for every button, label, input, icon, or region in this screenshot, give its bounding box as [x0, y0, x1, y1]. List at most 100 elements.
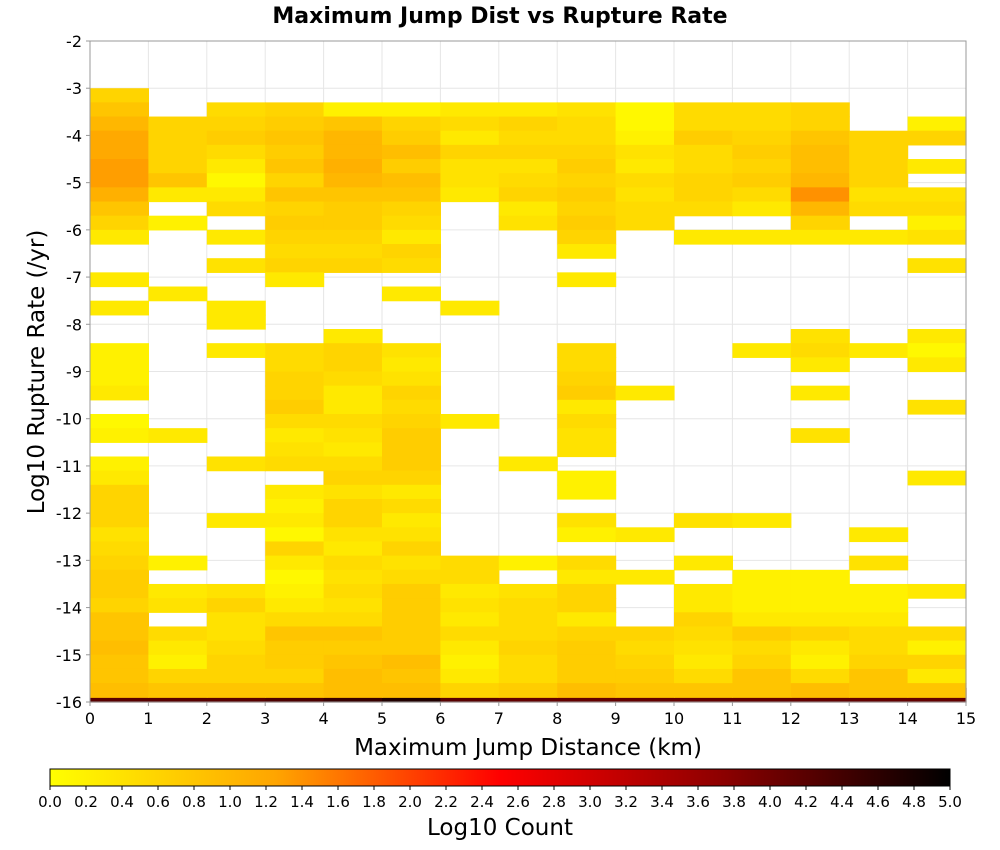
heatmap-cell: [90, 527, 149, 543]
heatmap-cell: [323, 173, 383, 188]
x-tick-label: 10: [664, 709, 684, 728]
x-tick-label: 15: [956, 709, 976, 728]
heatmap-cell: [557, 513, 617, 528]
heatmap-cell: [265, 612, 325, 628]
heatmap-cell: [440, 683, 500, 698]
heatmap-cell: [148, 626, 208, 642]
heatmap-cell: [615, 130, 675, 146]
heatmap-cell: [732, 513, 792, 528]
heatmap-cell: [849, 173, 909, 188]
heatmap-cell: [265, 626, 325, 642]
heatmap-cell: [323, 428, 383, 443]
heatmap-cell: [615, 683, 675, 698]
heatmap-cell: [732, 102, 792, 118]
heatmap-cell: [732, 668, 792, 684]
heatmap-cell: [90, 343, 149, 358]
heatmap-cell: [323, 668, 383, 684]
heatmap-cell: [615, 144, 675, 160]
heatmap-cell: [674, 229, 733, 245]
heatmap-cell: [907, 399, 967, 415]
heatmap-cell: [90, 640, 149, 656]
heatmap-cell: [849, 626, 909, 642]
heatmap-cell: [148, 215, 208, 231]
heatmap-cell: [557, 442, 617, 458]
heatmap-cell: [557, 668, 617, 684]
heatmap-cell: [148, 116, 208, 132]
heatmap-cell: [615, 215, 675, 231]
heatmap-cell: [323, 442, 383, 458]
heatmap-cell: [90, 541, 149, 557]
y-tick-label: -6: [66, 221, 82, 240]
x-axis-label: Maximum Jump Distance (km): [354, 735, 702, 761]
colorbar-tick-label: 0.4: [110, 793, 134, 811]
heatmap-cell: [206, 612, 266, 628]
heatmap-cell: [323, 555, 383, 571]
heatmap-cell: [382, 385, 441, 401]
x-tick-label: 8: [552, 709, 562, 728]
heatmap-cell: [907, 683, 967, 698]
heatmap-cell: [849, 683, 909, 698]
heatmap-cell: [674, 683, 733, 698]
heatmap-cell: [557, 683, 617, 698]
heatmap-cell: [732, 116, 792, 132]
heatmap-cell: [615, 116, 675, 132]
colorbar-tick-label: 0.2: [74, 793, 98, 811]
heatmap-cell: [790, 683, 850, 698]
heatmap-cell: [323, 484, 383, 500]
heatmap-cell: [849, 640, 909, 656]
heatmap-cell: [323, 130, 383, 146]
heatmap-cell: [674, 173, 733, 188]
heatmap-cell: [440, 555, 500, 571]
heatmap-cell: [557, 555, 617, 571]
heatmap-cell: [732, 229, 792, 245]
y-tick-label: -3: [66, 79, 82, 98]
heatmap-cell: [265, 130, 325, 146]
heatmap-cell: [790, 159, 850, 174]
heatmap-cell: [90, 144, 149, 160]
heatmap-cell: [440, 668, 500, 684]
colorbar-tick-label: 1.8: [362, 793, 386, 811]
heatmap-cell: [674, 626, 733, 642]
heatmap-cell: [90, 555, 149, 571]
heatmap-cell: [382, 173, 441, 188]
heatmap-cell: [148, 598, 208, 613]
heatmap-cell: [790, 144, 850, 160]
heatmap-cell: [90, 569, 149, 585]
colorbar-tick-label: 1.6: [326, 793, 350, 811]
heatmap-cell: [498, 598, 558, 613]
heatmap-cell: [907, 130, 967, 146]
heatmap-cell: [498, 144, 558, 160]
heatmap-cell: [907, 654, 967, 670]
colorbar-tick-label: 3.2: [614, 793, 638, 811]
heatmap-cell: [440, 612, 500, 628]
heatmap-cell: [907, 116, 967, 132]
heatmap-cell: [382, 244, 441, 259]
heatmap-cell: [323, 640, 383, 656]
heatmap-cell: [498, 215, 558, 231]
heatmap-cell: [382, 683, 441, 698]
heatmap-cell: [498, 116, 558, 132]
heatmap-cell: [265, 272, 325, 288]
heatmap-cell: [557, 357, 617, 373]
heatmap-cell: [557, 484, 617, 500]
heatmap-cell: [206, 668, 266, 684]
heatmap-cell: [323, 527, 383, 543]
heatmap-cell: [148, 187, 208, 203]
heatmap-cell: [206, 598, 266, 613]
heatmap-cell: [557, 173, 617, 188]
heatmap-cell: [790, 626, 850, 642]
heatmap-cell: [206, 513, 266, 528]
heatmap-cell: [148, 583, 208, 599]
heatmap-cell: [265, 371, 325, 387]
heatmap-cell: [382, 229, 441, 245]
y-tick-label: -8: [66, 315, 82, 334]
heatmap-cell: [498, 555, 558, 571]
heatmap-cell: [206, 343, 266, 358]
heatmap-cell: [148, 555, 208, 571]
heatmap-cell: [382, 654, 441, 670]
heatmap-cell: [732, 569, 792, 585]
heatmap-cell: [323, 201, 383, 217]
heatmap-cell: [90, 583, 149, 599]
heatmap-cell: [323, 626, 383, 642]
